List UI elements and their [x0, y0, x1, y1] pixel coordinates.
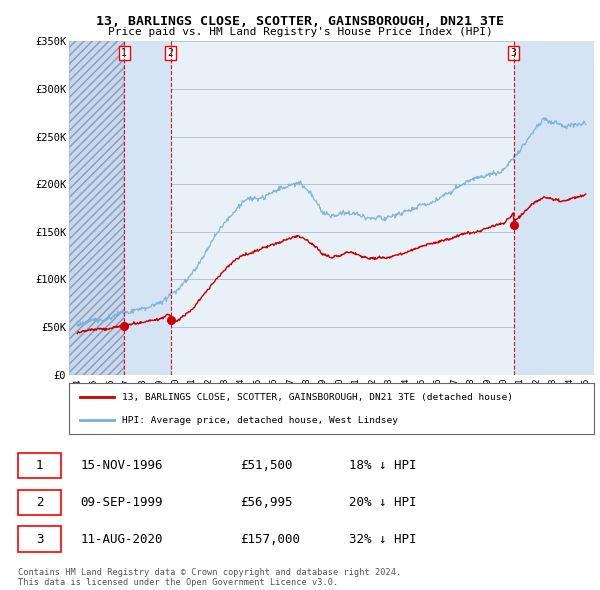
Text: 13, BARLINGS CLOSE, SCOTTER, GAINSBOROUGH, DN21 3TE (detached house): 13, BARLINGS CLOSE, SCOTTER, GAINSBOROUG…: [121, 392, 512, 402]
Text: Price paid vs. HM Land Registry's House Price Index (HPI): Price paid vs. HM Land Registry's House …: [107, 27, 493, 37]
FancyBboxPatch shape: [18, 453, 61, 478]
Text: 11-AUG-2020: 11-AUG-2020: [80, 533, 163, 546]
Text: 3: 3: [511, 48, 517, 58]
Text: 13, BARLINGS CLOSE, SCOTTER, GAINSBOROUGH, DN21 3TE: 13, BARLINGS CLOSE, SCOTTER, GAINSBOROUG…: [96, 15, 504, 28]
Bar: [69, 41, 124, 375]
Text: HPI: Average price, detached house, West Lindsey: HPI: Average price, detached house, West…: [121, 415, 398, 425]
Text: 15-NOV-1996: 15-NOV-1996: [80, 459, 163, 472]
Text: 2: 2: [36, 496, 43, 509]
Text: 2: 2: [167, 48, 173, 58]
Text: 18% ↓ HPI: 18% ↓ HPI: [349, 459, 416, 472]
Bar: [514, 41, 594, 375]
Text: 32% ↓ HPI: 32% ↓ HPI: [349, 533, 416, 546]
Text: Contains HM Land Registry data © Crown copyright and database right 2024.
This d: Contains HM Land Registry data © Crown c…: [18, 568, 401, 587]
Text: £56,995: £56,995: [240, 496, 293, 509]
Text: £51,500: £51,500: [240, 459, 293, 472]
Bar: [124, 41, 170, 375]
Text: 3: 3: [36, 533, 43, 546]
Text: 09-SEP-1999: 09-SEP-1999: [80, 496, 163, 509]
FancyBboxPatch shape: [18, 490, 61, 515]
Text: 20% ↓ HPI: 20% ↓ HPI: [349, 496, 416, 509]
Text: £157,000: £157,000: [240, 533, 301, 546]
Text: 1: 1: [36, 459, 43, 472]
Text: 1: 1: [121, 48, 127, 58]
FancyBboxPatch shape: [18, 526, 61, 552]
